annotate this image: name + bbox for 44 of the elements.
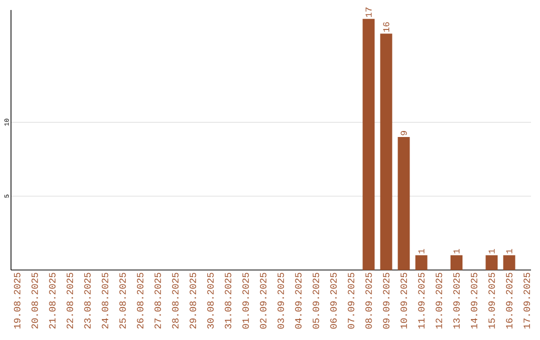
x-tick-label: 05.09.2025 bbox=[312, 272, 320, 329]
x-tick-label: 08.09.2025 bbox=[365, 272, 372, 329]
bar bbox=[398, 137, 410, 270]
x-tick-label: 14.09.2025 bbox=[470, 272, 478, 329]
x-tick-label: 11.09.2025 bbox=[418, 272, 425, 329]
x-tick-label: 06.09.2025 bbox=[330, 272, 337, 329]
x-tick-label: 26.08.2025 bbox=[136, 272, 144, 329]
x-tick-label: 15.09.2025 bbox=[488, 272, 495, 329]
bar bbox=[450, 255, 462, 270]
data-label: 1 bbox=[418, 249, 424, 254]
x-tick-label: 24.08.2025 bbox=[102, 272, 108, 329]
data-label: 1 bbox=[454, 249, 460, 254]
bar bbox=[415, 255, 428, 270]
data-label: 1 bbox=[488, 249, 495, 254]
x-tick-label: 09.09.2025 bbox=[382, 272, 390, 329]
x-tick-label: 10.09.2025 bbox=[400, 272, 407, 329]
x-tick-label: 29.08.2025 bbox=[190, 272, 196, 329]
data-label: 17 bbox=[366, 8, 372, 18]
x-tick-label: 03.09.2025 bbox=[278, 272, 284, 329]
x-tick-label: 25.08.2025 bbox=[119, 272, 126, 329]
bar bbox=[486, 255, 498, 270]
x-tick-label: 16.09.2025 bbox=[506, 272, 512, 329]
x-tick-label: 02.09.2025 bbox=[260, 272, 266, 329]
x-tick-label: 01.09.2025 bbox=[242, 272, 249, 329]
x-tick-label: 23.08.2025 bbox=[84, 272, 91, 329]
x-tick-label: 12.09.2025 bbox=[436, 272, 442, 329]
data-label: 16 bbox=[383, 22, 390, 32]
bar bbox=[503, 255, 516, 270]
x-tick-label: 04.09.2025 bbox=[295, 272, 302, 329]
x-tick-label: 13.09.2025 bbox=[453, 272, 460, 329]
x-tick-label: 31.08.2025 bbox=[224, 272, 232, 329]
x-tick-label: 17.09.2025 bbox=[524, 272, 530, 329]
x-tick-label: 07.09.2025 bbox=[348, 272, 354, 329]
x-tick-label: 21.08.2025 bbox=[49, 272, 56, 329]
x-tick-label: 22.08.2025 bbox=[66, 272, 74, 329]
data-label: 9 bbox=[400, 131, 407, 136]
data-label: 1 bbox=[506, 249, 512, 254]
x-tick-label: 19.08.2025 bbox=[14, 272, 20, 329]
x-tick-label: 20.08.2025 bbox=[32, 272, 38, 329]
x-tick-label: 27.08.2025 bbox=[154, 272, 161, 329]
x-tick-label: 30.08.2025 bbox=[207, 272, 214, 329]
bar bbox=[380, 34, 392, 270]
bar bbox=[362, 18, 375, 270]
x-tick-label: 28.08.2025 bbox=[172, 272, 179, 329]
